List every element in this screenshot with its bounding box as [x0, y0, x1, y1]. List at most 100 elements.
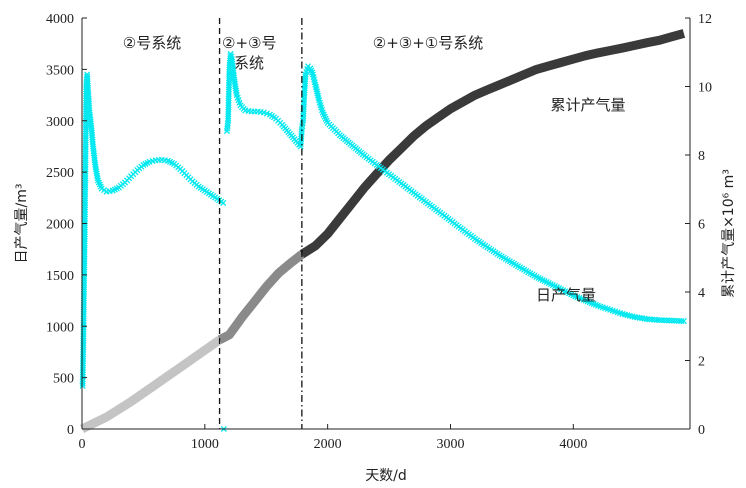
daily-point-98: [82, 163, 89, 171]
daily-point-350: [300, 99, 308, 106]
daily-point-7: [79, 366, 86, 374]
cumulative-segment-1: [80, 336, 223, 434]
daily-point-84: [82, 195, 89, 202]
daily-point-80: [81, 204, 89, 211]
right-y-tick-label-4: 4: [698, 286, 705, 301]
daily-point-108: [82, 141, 89, 148]
left-y-tick-label-4000: 4000: [46, 12, 74, 27]
daily-point-9: [79, 362, 87, 369]
daily-point-71: [81, 224, 88, 231]
daily-point-117: [82, 121, 89, 128]
daily-point-70: [81, 226, 88, 233]
daily-point-560: [680, 318, 687, 325]
stage-label-2: ②+③号系统: [222, 34, 276, 72]
cumulative-segment-3: [299, 29, 686, 259]
daily-point-101: [82, 157, 89, 164]
left-y-tick-label-1500: 1500: [46, 269, 74, 284]
daily-point-66: [81, 235, 88, 242]
daily-point-4: [79, 373, 86, 380]
daily-point-68: [81, 231, 88, 238]
daily-point-114: [82, 128, 89, 135]
daily-point-77: [81, 211, 89, 218]
right-y-tick-label-12: 12: [698, 12, 712, 27]
daily-point-361: [302, 73, 309, 80]
daily-point-104: [82, 150, 89, 157]
daily-point-100: [82, 159, 89, 166]
daily-point-105: [82, 148, 89, 155]
daily-point-93: [82, 175, 89, 182]
daily-point-111: [82, 135, 89, 142]
stage-label-1: ②号系统: [123, 34, 181, 52]
left-y-tick-label-3000: 3000: [46, 115, 74, 130]
stage-label-2-line-2: 系统: [234, 54, 264, 72]
daily-point-115: [82, 126, 89, 133]
daily-point-112: [82, 132, 89, 139]
daily-point-13: [80, 353, 87, 360]
right-y-tick-label-6: 6: [698, 218, 705, 233]
daily-point-65: [81, 238, 88, 245]
series-label-cumulative: 累计产气量: [550, 96, 625, 114]
daily-point-103: [82, 152, 89, 159]
daily-point-12: [80, 355, 87, 362]
daily-point-78: [81, 208, 89, 216]
daily-point-106: [82, 146, 89, 153]
stage-label-3: ②+③+①号系统: [373, 34, 483, 52]
left-y-tick-label-0: 0: [67, 423, 74, 438]
daily-point-88: [82, 186, 89, 193]
daily-point-89: [82, 184, 89, 191]
cumulative-segment-2: [217, 250, 305, 344]
daily-point-75: [81, 215, 88, 222]
x-tick-label-3000: 3000: [436, 437, 464, 452]
daily-point-15: [80, 348, 87, 355]
daily-point-91: [82, 179, 89, 186]
daily-point-344: [300, 113, 307, 120]
right-y-tick-label-2: 2: [698, 355, 705, 370]
daily-point-76: [81, 213, 88, 220]
daily-point-74: [81, 217, 88, 224]
daily-point-10: [79, 360, 87, 367]
right-y-tick-label-10: 10: [698, 81, 712, 96]
daily-point-97: [82, 166, 89, 173]
daily-point-6: [79, 369, 86, 376]
daily-point-92: [82, 177, 89, 184]
daily-point-102: [82, 155, 89, 162]
daily-point-67: [81, 233, 88, 240]
daily-point-79: [81, 206, 89, 213]
left-y-tick-label-1000: 1000: [46, 320, 74, 335]
x-axis-title: 天数/d: [365, 468, 407, 484]
daily-point-1: [79, 380, 86, 387]
daily-point-85: [82, 193, 89, 200]
daily-point-11: [80, 357, 87, 365]
x-tick-label-1000: 1000: [191, 437, 219, 452]
x-tick-label-0: 0: [79, 437, 86, 452]
daily-point-8: [79, 364, 87, 371]
daily-point-109: [82, 139, 89, 146]
x-tick-label-2000: 2000: [314, 437, 342, 452]
left-y-axis-title: 日产气量/m³: [14, 184, 30, 264]
series-label-daily: 日产气量: [536, 286, 596, 304]
daily-point-0: [79, 382, 86, 389]
daily-point-113: [82, 130, 89, 137]
daily-point-82: [82, 199, 89, 207]
x-tick-label-4000: 4000: [559, 437, 587, 452]
daily-point-94: [82, 172, 89, 180]
right-y-tick-label-0: 0: [698, 423, 705, 438]
daily-point-96: [82, 168, 89, 175]
right-y-axis-title: 累计产气量×10⁶ m³: [721, 169, 737, 298]
daily-point-14: [80, 351, 87, 358]
daily-point-5: [79, 371, 86, 378]
daily-point-2: [79, 378, 86, 385]
daily-point-99: [82, 161, 89, 168]
daily-point-107: [82, 143, 89, 151]
left-y-tick-label-2000: 2000: [46, 218, 74, 233]
daily-point-69: [81, 229, 88, 236]
daily-point-87: [82, 188, 89, 195]
daily-point-245: [220, 199, 227, 207]
stage-label-2-line-1: ②+③号: [222, 34, 276, 52]
left-y-tick-label-3500: 3500: [46, 63, 74, 78]
daily-point-90: [82, 181, 89, 189]
left-y-tick-label-2500: 2500: [46, 166, 74, 181]
left-y-tick-label-500: 500: [53, 372, 74, 387]
